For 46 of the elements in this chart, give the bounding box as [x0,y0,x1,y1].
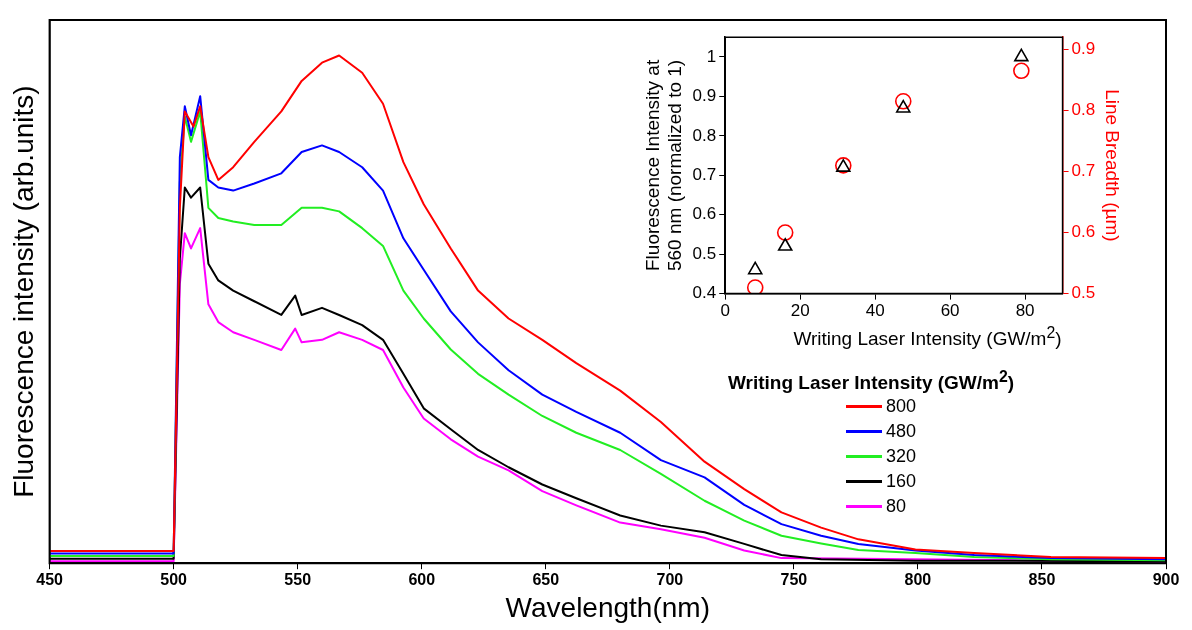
point [777,237,793,251]
y-tick-label: 0.8 [692,125,717,145]
y-tick-label: 0.9 [692,86,717,106]
x-tick-label: 550 [284,571,312,589]
legend-label: 480 [886,421,917,443]
y2-tick-label: 0.5 [1071,283,1096,303]
x-tick-label: 800 [904,571,932,589]
x-tick-label: 60 [940,301,960,321]
x-tick-label: 700 [656,571,684,589]
y2-tick-label: 0.8 [1071,100,1096,120]
y2-tick-label: 0.7 [1071,161,1096,181]
x-tick-label: 600 [408,571,436,589]
point [1013,62,1030,80]
x-tick-label: 80 [1015,301,1035,321]
legend-label: 800 [886,396,917,418]
y-tick-label: 0.5 [692,243,717,263]
x-axis-title: Writing Laser Intensity (GW/m$^{2}$) [792,324,1063,351]
y-tick-label: 0.6 [692,204,717,224]
point [895,99,911,113]
y2-axis-title: Line Breadth (µm) [1102,89,1124,242]
x-tick-label: 900 [1152,571,1180,589]
x-tick-label: 450 [36,571,64,589]
x-axis-title: Wavelength(nm) [505,591,710,623]
y-tick-label: 0.4 [692,283,717,303]
legend-label: 160 [886,471,917,493]
y2-tick-label: 0.9 [1071,39,1096,59]
x-tick-label: 20 [790,301,810,321]
point [746,279,764,294]
x-tick-label: 500 [160,571,188,589]
x-tick-label: 750 [780,571,808,589]
legend-label: 320 [886,446,917,468]
y-tick-label: 0.7 [692,164,717,184]
y-axis-title: Fluorescence Intensity at 560 nm (normalized to 1) [641,59,686,272]
y-axis-title: Fluorescence intensity (arb.units) [7,85,39,498]
point [747,261,763,275]
x-tick-label: 850 [1028,571,1056,589]
legend-label: 80 [886,496,907,518]
x-tick-label: 650 [532,571,560,589]
x-tick-label: 40 [865,301,885,321]
y2-tick-label: 0.6 [1071,222,1096,242]
point [894,93,912,110]
point [1014,48,1029,62]
point [776,224,794,241]
y-tick-label: 1 [706,46,717,66]
x-tick-label: 0 [720,301,730,321]
legend-title: Writing Laser Intensity (GW/m$^{2}$) [728,368,1015,395]
